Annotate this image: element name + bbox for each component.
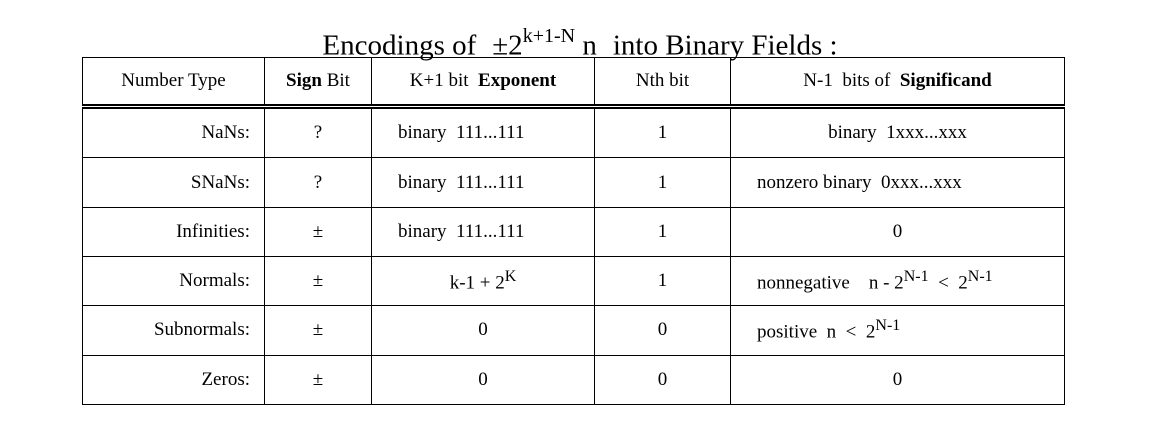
header-exponent-bold: Exponent xyxy=(478,70,557,91)
header-exponent-pre: K+1 bit xyxy=(409,70,479,91)
row-type: NaNs: xyxy=(82,105,265,159)
title-exponent: k+1-N xyxy=(522,25,576,47)
row-nth-bit: 1 xyxy=(594,206,731,258)
title-n: n xyxy=(582,29,597,62)
row-significand: nonnegative n - 2N-1 < 2N-1 xyxy=(730,255,1065,307)
header-row: Number Type Sign Bit K+1 bit Exponent Nt… xyxy=(82,57,1065,109)
row-significand: 0 xyxy=(730,206,1065,258)
row-sign: ± xyxy=(264,206,372,258)
significand-part-b: < 2 xyxy=(928,272,968,294)
header-significand: N-1 bits of Significand xyxy=(730,57,1065,109)
row-exponent: binary 111...111 xyxy=(371,157,595,208)
row-sign: ? xyxy=(264,157,372,208)
row-type: SNaNs: xyxy=(82,157,265,208)
row-significand: nonzero binary 0xxx...xxx xyxy=(730,157,1065,208)
row-significand: 0 xyxy=(730,354,1065,406)
exponent-sup: K xyxy=(504,268,517,285)
row-significand: binary 1xxx...xxx xyxy=(730,105,1065,159)
row-type: Normals: xyxy=(82,255,265,307)
row-sign: ? xyxy=(264,105,372,159)
significand-part-a: positive n < 2 xyxy=(757,321,876,343)
table-row: Normals: ± k-1 + 2K 1 nonnegative n - 2N… xyxy=(82,255,1065,307)
significand-sup-a: N-1 xyxy=(875,317,901,335)
header-sign-bold: Sign xyxy=(286,70,322,91)
header-sign-rest: Bit xyxy=(321,70,350,91)
row-exponent: k-1 + 2K xyxy=(371,255,595,307)
row-sign: ± xyxy=(264,354,372,406)
row-nth-bit: 0 xyxy=(594,305,731,356)
row-exponent: 0 xyxy=(371,354,595,406)
table-row: SNaNs: ? binary 111...111 1 nonzero bina… xyxy=(82,157,1065,208)
title-prefix: Encodings of xyxy=(322,29,477,62)
row-nth-bit: 1 xyxy=(594,255,731,307)
significand-sup-b: N-1 xyxy=(967,268,993,285)
header-exponent: K+1 bit Exponent xyxy=(371,57,595,109)
row-type: Subnormals: xyxy=(82,305,265,356)
significand-part-a: nonnegative n - 2 xyxy=(757,272,904,294)
table-row: Subnormals: ± 0 0 positive n < 2N-1 xyxy=(82,305,1065,356)
table-row: NaNs: ? binary 111...111 1 binary 1xxx..… xyxy=(82,105,1065,159)
significand-sup-a: N-1 xyxy=(903,268,929,285)
table-title: Encodings of ±2k+1-N n into Binary Fields … xyxy=(0,14,1160,70)
row-nth-bit: 0 xyxy=(594,354,731,406)
title-suffix: into Binary Fields : xyxy=(612,29,838,62)
header-significand-pre: N-1 bits of xyxy=(803,70,900,91)
row-type: Infinities: xyxy=(82,206,265,258)
row-exponent: binary 111...111 xyxy=(371,105,595,159)
table-row: Infinities: ± binary 111...111 1 0 xyxy=(82,206,1065,258)
row-significand: positive n < 2N-1 xyxy=(730,305,1065,356)
header-significand-bold: Significand xyxy=(899,70,992,91)
table-row: Zeros: ± 0 0 0 xyxy=(82,354,1065,406)
row-exponent: binary 111...111 xyxy=(371,206,595,258)
title-pm-two: ±2 xyxy=(492,29,523,62)
row-nth-bit: 1 xyxy=(594,157,731,208)
encodings-table: Number Type Sign Bit K+1 bit Exponent Nt… xyxy=(82,57,1065,406)
exponent-base: k-1 + 2 xyxy=(449,272,505,294)
row-type: Zeros: xyxy=(82,354,265,406)
row-nth-bit: 1 xyxy=(594,105,731,159)
header-sign-bit: Sign Bit xyxy=(264,57,372,109)
row-sign: ± xyxy=(264,305,372,356)
row-sign: ± xyxy=(264,255,372,307)
row-exponent: 0 xyxy=(371,305,595,356)
header-number-type: Number Type xyxy=(82,57,265,109)
header-nth-bit: Nth bit xyxy=(594,57,731,109)
